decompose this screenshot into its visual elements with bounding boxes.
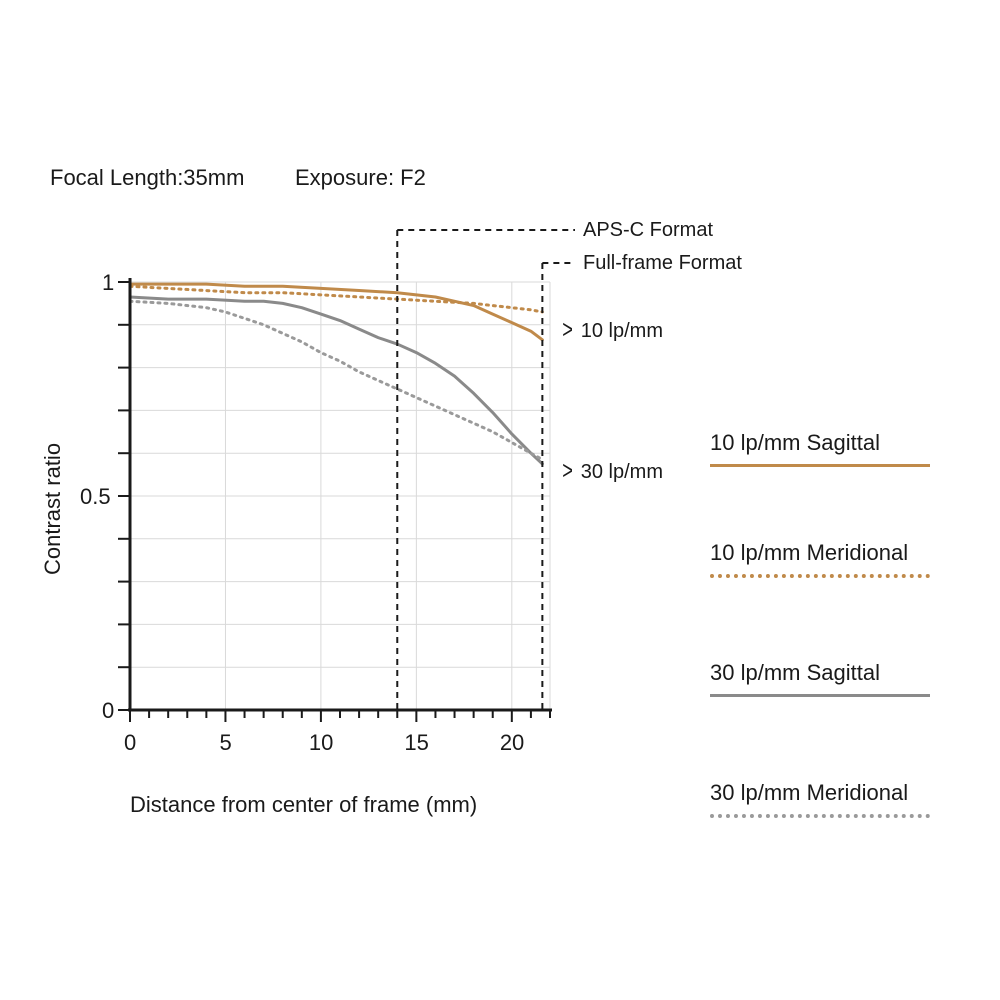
x-tick-0: 0	[124, 730, 136, 756]
legend-mer30-line	[710, 814, 930, 818]
end-label-30lpmm: > 30 lp/mm	[560, 454, 663, 485]
x-tick-5: 5	[219, 730, 231, 756]
mtf-chart	[0, 0, 1000, 1000]
legend-sag10-line	[710, 464, 930, 467]
x-tick-15: 15	[404, 730, 428, 756]
legend-mer30-label: 30 lp/mm Meridional	[710, 780, 908, 806]
legend-mer10-line	[710, 574, 930, 578]
x-tick-10: 10	[309, 730, 333, 756]
fullframe-format-label: Full-frame Format	[583, 252, 742, 275]
legend-sag30-line	[710, 694, 930, 697]
legend-sag10-label: 10 lp/mm Sagittal	[710, 430, 880, 456]
x-tick-20: 20	[500, 730, 524, 756]
apsc-format-label: APS-C Format	[583, 219, 713, 242]
legend-sag30-label: 30 lp/mm Sagittal	[710, 660, 880, 686]
end-label-10lpmm: > 10 lp/mm	[560, 313, 663, 344]
mtf-chart-container: Focal Length:35mm Exposure: F2 Contrast …	[0, 0, 1000, 1000]
x-axis-label: Distance from center of frame (mm)	[130, 792, 477, 818]
legend-mer10-label: 10 lp/mm Meridional	[710, 540, 908, 566]
